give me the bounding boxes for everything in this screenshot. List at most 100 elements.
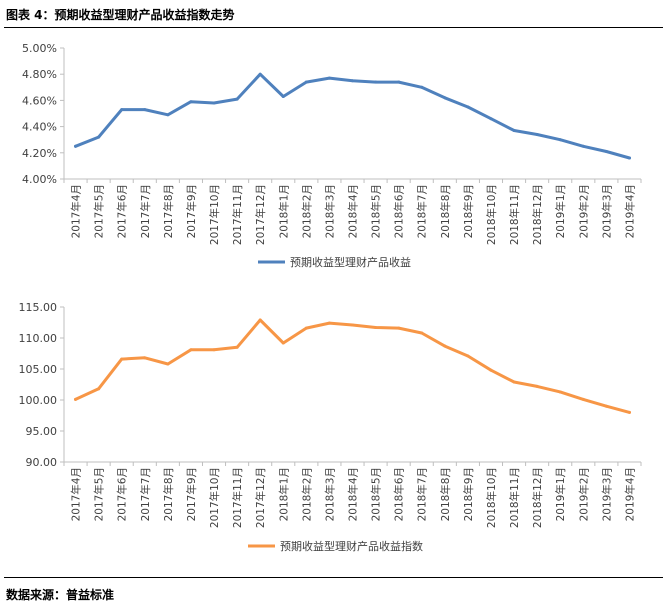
data-point: [489, 368, 493, 372]
data-point: [327, 321, 331, 325]
x-tick-label: 2018年2月: [300, 467, 313, 521]
data-point: [189, 348, 193, 352]
x-tick-label: 2018年1月: [277, 184, 290, 238]
yield-line-chart: 4.00% 4.20% 4.40% 4.60% 4.80% 5.00% 2017年4月 201…: [22, 42, 642, 269]
x-tick-label: 2018年12月: [531, 467, 544, 528]
x-tick-label: 2017年7月: [139, 467, 152, 521]
data-point: [258, 72, 262, 76]
x-tick-label: 2018年3月: [323, 184, 336, 238]
x-tick-label: 2018年4月: [347, 184, 360, 238]
data-point: [558, 138, 562, 142]
data-point: [512, 380, 516, 384]
y-tick-label: 105.00: [19, 363, 58, 376]
data-point: [351, 323, 354, 327]
data-point: [235, 97, 239, 101]
x-tick-label: 2017年8月: [162, 184, 175, 238]
x-tick-label: 2017年7月: [139, 184, 152, 238]
data-point: [97, 387, 101, 391]
data-point: [397, 326, 401, 330]
legend-label: 预期收益型理财产品收益: [290, 255, 411, 269]
data-point: [74, 397, 78, 401]
data-point: [420, 85, 424, 89]
x-tick-label: 2017年11月: [231, 184, 244, 245]
data-point: [166, 113, 170, 117]
data-point: [143, 356, 147, 360]
x-tick-label: 2019年3月: [600, 467, 613, 521]
x-tick-label: 2018年5月: [370, 467, 383, 521]
y-tick-label: 4.60%: [22, 94, 57, 107]
x-tick-label: 2017年6月: [116, 467, 129, 521]
data-point: [374, 325, 378, 329]
x-tick-label: 2018年4月: [347, 467, 360, 521]
x-tick-label: 2017年5月: [93, 184, 106, 238]
x-tick-label: 2018年10月: [485, 184, 498, 245]
x-tick-label: 2019年1月: [554, 467, 567, 521]
data-point: [627, 410, 631, 414]
data-point: [258, 318, 262, 322]
y-tick-label: 90.00: [26, 456, 58, 469]
x-tick-label: 2017年6月: [116, 184, 129, 238]
data-point: [489, 117, 493, 121]
x-tick-label: 2018年11月: [508, 467, 521, 528]
data-point: [120, 357, 124, 361]
data-point: [535, 384, 539, 388]
top-rule: [4, 27, 663, 28]
data-point: [558, 390, 562, 394]
x-tick-label: 2018年8月: [439, 184, 452, 238]
data-point: [212, 348, 216, 352]
data-point: [466, 105, 470, 109]
y-tick-label: 115.00: [19, 301, 58, 314]
x-tick-label: 2019年1月: [554, 184, 567, 238]
x-tick-label: 2018年5月: [370, 184, 383, 238]
data-point: [120, 108, 124, 112]
data-point: [235, 345, 239, 349]
x-tick-label: 2018年7月: [416, 184, 429, 238]
data-point: [604, 149, 608, 153]
x-tick-label: 2018年8月: [439, 467, 452, 521]
x-tick-label: 2018年1月: [277, 467, 290, 521]
index-line-chart: 90.00 95.00 100.00 105.00 110.00 115.00 2017年4…: [19, 301, 642, 553]
data-point: [581, 397, 585, 401]
data-source: 数据来源：普益标准: [6, 588, 115, 602]
x-tick-label: 2017年12月: [254, 184, 267, 245]
x-tick-label: 2017年5月: [93, 467, 106, 521]
y-tick-label: 4.80%: [22, 68, 57, 81]
x-tick-label: 2017年4月: [70, 467, 83, 521]
data-point: [443, 344, 447, 348]
series-line: [74, 318, 631, 414]
data-point: [604, 404, 608, 408]
x-tick-label: 2018年10月: [485, 467, 498, 528]
data-point: [443, 96, 447, 100]
x-tick-label: 2018年9月: [462, 184, 475, 238]
data-point: [281, 341, 285, 345]
x-tick-label: 2017年9月: [185, 467, 198, 521]
bottom-rule: [4, 577, 663, 578]
x-tick-label: 2019年4月: [623, 184, 636, 238]
x-tick-label: 2018年6月: [393, 467, 406, 521]
x-tick-label: 2018年3月: [323, 467, 336, 521]
data-point: [420, 331, 424, 335]
data-point: [535, 132, 539, 136]
x-tick-label: 2017年8月: [162, 467, 175, 521]
data-point: [74, 144, 78, 148]
data-point: [466, 354, 470, 358]
data-point: [351, 79, 354, 83]
data-point: [327, 76, 331, 80]
data-point: [166, 362, 170, 366]
y-tick-label: 5.00%: [22, 42, 57, 55]
data-point: [304, 80, 308, 84]
x-tick-label: 2018年7月: [416, 467, 429, 521]
x-tick-label: 2018年12月: [531, 184, 544, 245]
x-tick-label: 2018年9月: [462, 467, 475, 521]
x-tick-label: 2017年9月: [185, 184, 198, 238]
data-point: [397, 80, 401, 84]
legend-label: 预期收益型理财产品收益指数: [280, 539, 423, 553]
y-tick-label: 4.00%: [22, 173, 57, 186]
data-point: [212, 101, 216, 105]
x-tick-label: 2019年4月: [623, 467, 636, 521]
y-tick-label: 100.00: [19, 394, 58, 407]
series-line: [74, 72, 631, 160]
data-point: [304, 326, 308, 330]
x-tick-label: 2017年10月: [208, 467, 221, 528]
data-point: [189, 100, 193, 104]
